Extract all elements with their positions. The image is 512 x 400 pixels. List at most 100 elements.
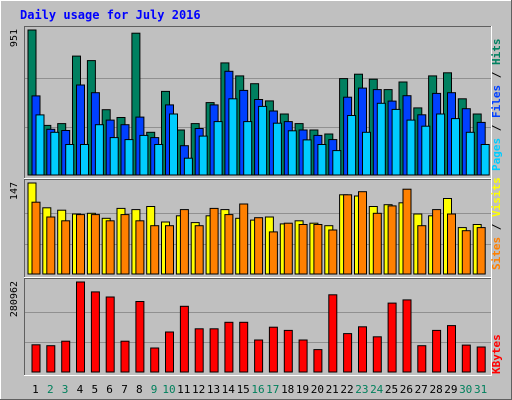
- legend-files: Files: [490, 85, 503, 118]
- y-max-label: 147: [9, 182, 20, 200]
- bar-sites-27: [417, 225, 427, 275]
- x-tick-label: 3: [62, 383, 69, 396]
- x-tick-label: 26: [400, 383, 413, 396]
- hits-panel: 951 Pages / Files / Hits: [9, 26, 503, 179]
- x-tick-label: 28: [429, 383, 442, 396]
- x-tick-label: 25: [385, 383, 398, 396]
- bar-kbytes-22: [343, 333, 353, 373]
- bar-pages-21: [332, 150, 342, 176]
- bar-sites-4: [76, 214, 85, 275]
- bar-pages-18: [287, 130, 297, 176]
- x-tick-label: 22: [340, 383, 353, 396]
- bar-pages-29: [451, 118, 460, 176]
- bar-kbytes-28: [432, 329, 442, 373]
- bar-kbytes-15: [239, 321, 249, 373]
- bar-kbytes-29: [447, 325, 456, 373]
- bar-kbytes-3: [61, 340, 71, 373]
- legend-pages: Pages: [490, 138, 503, 171]
- bar-sites-26: [402, 188, 412, 275]
- x-tick-label: 21: [326, 383, 339, 396]
- x-tick-label: 10: [162, 383, 175, 396]
- bar-sites-10: [165, 225, 174, 275]
- x-tick-label: 30: [459, 383, 472, 396]
- bar-pages-13: [213, 121, 223, 176]
- bar-sites-9: [150, 225, 160, 275]
- bar-pages-8: [139, 134, 149, 176]
- bar-sites-30: [461, 230, 471, 275]
- x-tick-label: 18: [281, 383, 294, 396]
- bar-sites-13: [209, 207, 219, 275]
- bar-pages-31: [480, 144, 490, 176]
- x-tick-label: 4: [77, 383, 84, 396]
- x-tick-label: 13: [207, 383, 220, 396]
- x-tick-label: 8: [136, 383, 143, 396]
- chart-panels: 951 Pages / Files / Hits 147 Sites / Visits…: [9, 26, 503, 376]
- bar-kbytes-18: [283, 329, 293, 373]
- bar-kbytes-5: [90, 291, 100, 373]
- legend-separator: /: [490, 217, 503, 237]
- x-tick-label: 29: [444, 383, 457, 396]
- bar-sites-20: [313, 224, 323, 275]
- x-tick-label: 20: [311, 383, 324, 396]
- bar-sites-18: [283, 222, 293, 275]
- x-axis-labels: 1 2 3 4 5 6 7 8 9 10 11 12 13 14 15 16 17 18 19 20 21 22 23 24 2…: [32, 383, 487, 396]
- bar-pages-1: [35, 114, 45, 176]
- legend-hits: Hits: [490, 39, 503, 66]
- bar-pages-12: [198, 135, 208, 176]
- bar-sites-25: [387, 205, 397, 275]
- bar-pages-17: [272, 122, 282, 176]
- bar-sites-17: [268, 231, 278, 275]
- legend-separator: /: [490, 118, 503, 138]
- bar-kbytes-16: [254, 339, 264, 373]
- x-tick-label: 23: [355, 383, 368, 396]
- bar-pages-19: [302, 139, 312, 176]
- bar-pages-24: [376, 102, 386, 176]
- bar-sites-14: [224, 214, 234, 275]
- x-tick-label: 17: [266, 383, 279, 396]
- x-tick-label: 31: [474, 383, 487, 396]
- x-tick-label: 12: [192, 383, 205, 396]
- chart-title: Daily usage for July 2016: [20, 8, 201, 22]
- bar-pages-23: [362, 131, 371, 176]
- kbytes-panel: 280962 KBytes: [9, 278, 503, 376]
- bar-pages-10: [169, 113, 178, 176]
- series-sites: [31, 188, 486, 275]
- bar-pages-7: [124, 139, 134, 176]
- x-tick-label: 19: [296, 383, 309, 396]
- bar-sites-24: [372, 212, 382, 275]
- bar-sites-8: [135, 220, 145, 275]
- bar-kbytes-11: [179, 305, 189, 373]
- legend: Sites / Visits: [490, 177, 503, 270]
- bar-kbytes-10: [165, 331, 174, 373]
- x-tick-label: 1: [32, 383, 39, 396]
- y-max-label: 280962: [9, 281, 20, 317]
- bar-pages-15: [243, 121, 253, 176]
- bar-kbytes-20: [313, 349, 323, 373]
- bar-sites-6: [105, 220, 115, 275]
- bar-pages-27: [421, 125, 431, 176]
- x-tick-label: 24: [370, 383, 384, 396]
- x-tick-label: 11: [177, 383, 190, 396]
- series-kbytes: [31, 281, 486, 373]
- x-tick-label: 16: [251, 383, 264, 396]
- x-tick-label: 7: [121, 383, 128, 396]
- bar-kbytes-7: [120, 340, 130, 373]
- bar-kbytes-1: [31, 344, 41, 373]
- x-tick-label: 14: [222, 383, 236, 396]
- bar-pages-6: [109, 137, 119, 176]
- bar-kbytes-19: [298, 339, 308, 373]
- bar-kbytes-17: [268, 326, 278, 373]
- bar-kbytes-6: [105, 296, 115, 373]
- bar-kbytes-31: [476, 346, 486, 373]
- bar-sites-23: [358, 191, 367, 275]
- bar-kbytes-4: [76, 281, 85, 373]
- bar-pages-26: [406, 119, 416, 176]
- bar-pages-3: [65, 144, 75, 176]
- bar-pages-20: [317, 144, 327, 176]
- bar-pages-5: [94, 124, 104, 176]
- bar-sites-2: [46, 216, 56, 275]
- bar-sites-31: [476, 227, 486, 275]
- bar-sites-15: [239, 203, 249, 275]
- legend: Pages / Files / Hits: [490, 39, 503, 172]
- x-tick-label: 9: [151, 383, 158, 396]
